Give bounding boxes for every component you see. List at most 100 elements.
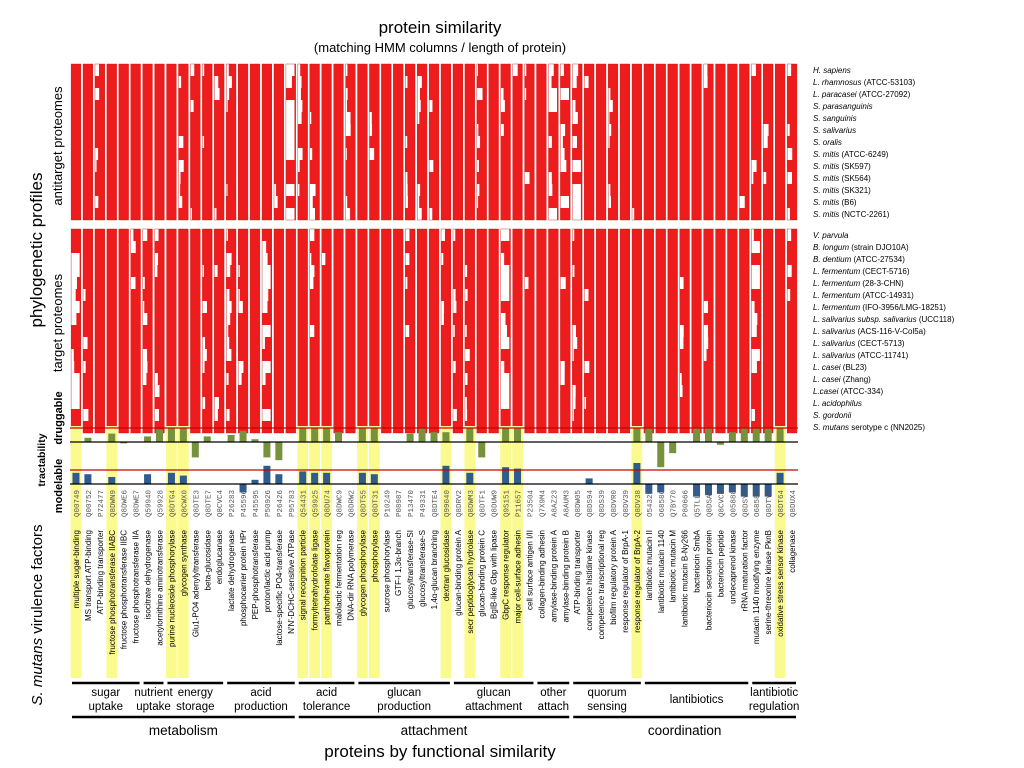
virulence-factor-label: multiple sugar-binding — [72, 530, 81, 608]
antitarget-cell-57-1 — [751, 76, 762, 88]
target-cell-43-13 — [584, 385, 595, 397]
target-cell-18-2 — [285, 253, 296, 265]
antitarget-organism-label: L. paracasei (ATCC-27092) — [813, 90, 911, 99]
target-cell-17-15 — [273, 409, 284, 421]
antitarget-cell-17-4 — [273, 112, 284, 124]
target-cell-54-10 — [715, 349, 726, 361]
target-cell-55-12 — [727, 373, 738, 385]
target-cell-58-0 — [763, 229, 774, 241]
antitarget-column-35 — [488, 63, 499, 221]
target-cell-7-7 — [154, 313, 165, 325]
target-cell-8-10 — [166, 349, 177, 361]
target-cell-31-0 — [444, 229, 451, 241]
druggable-bar-36 — [502, 428, 510, 442]
antitarget-cell-11-2 — [202, 88, 213, 100]
target-cell-38-1 — [524, 241, 535, 253]
target-organism-label: L. casei (Zhang) — [813, 375, 871, 384]
antitarget-cell-15-9 — [250, 172, 260, 184]
target-cell-29-1 — [417, 241, 427, 253]
antitarget-column-19 — [297, 63, 308, 221]
antitarget-cell-9-7 — [178, 148, 189, 160]
target-cell-32-11 — [455, 361, 463, 373]
target-cell-38-6 — [524, 301, 535, 313]
antitarget-cell-53-6 — [703, 136, 714, 148]
target-cell-0-4 — [76, 277, 81, 289]
target-cell-35-5 — [488, 289, 499, 301]
modelable-bar-17 — [275, 474, 283, 484]
antitarget-cell-12-7 — [214, 148, 225, 160]
target-cell-18-14 — [285, 397, 296, 409]
target-cell-47-12 — [632, 373, 642, 385]
antitarget-cell-1-1 — [83, 76, 93, 88]
virulence-factor-label: phosphorylase — [370, 529, 379, 582]
antitarget-cell-3-4 — [106, 112, 117, 124]
modelable-bar-43 — [585, 478, 593, 484]
antitarget-cell-48-7 — [643, 148, 654, 160]
antitarget-column-30 — [428, 63, 440, 221]
target-cell-49-9 — [655, 337, 666, 349]
target-cell-35-10 — [488, 349, 499, 361]
target-cell-40-13 — [548, 385, 559, 397]
antitarget-column-18 — [285, 63, 296, 221]
virulence-factor-label: lantibiotic mutacin M — [669, 530, 678, 603]
antitarget-cell-20-4 — [311, 112, 320, 124]
target-cell-47-3 — [632, 265, 642, 277]
antitarget-cell-45-7 — [608, 148, 618, 160]
antitarget-cell-42-9 — [572, 172, 583, 184]
target-cell-29-4 — [417, 277, 427, 289]
antitarget-cell-16-8 — [262, 160, 272, 172]
antitarget-cell-16-7 — [262, 148, 272, 160]
antitarget-cell-0-6 — [71, 136, 81, 148]
target-cell-33-2 — [464, 253, 475, 265]
target-cell-14-8 — [238, 325, 248, 337]
target-organism-label: L.casei (ATCC-334) — [813, 387, 883, 396]
organism-strain: (CECT-5716) — [860, 267, 910, 276]
target-cell-60-8 — [787, 325, 797, 337]
target-cell-28-7 — [405, 313, 415, 325]
accession-label: Q8DSY7 — [742, 490, 750, 517]
antitarget-cell-38-5 — [524, 124, 535, 136]
antitarget-cell-28-1 — [407, 76, 415, 88]
target-cell-45-0 — [608, 229, 618, 241]
antitarget-cell-42-3 — [575, 100, 583, 112]
target-cell-16-12 — [265, 373, 272, 385]
target-cell-55-7 — [727, 313, 738, 325]
target-cell-39-16 — [536, 421, 547, 433]
target-cell-46-2 — [620, 253, 630, 265]
antitarget-cell-28-9 — [407, 172, 415, 184]
antitarget-cell-19-9 — [297, 172, 308, 184]
antitarget-cell-27-10 — [393, 184, 404, 196]
antitarget-cell-54-6 — [715, 136, 726, 148]
target-column-16 — [261, 228, 272, 434]
target-cell-32-8 — [454, 325, 463, 337]
target-cell-9-9 — [178, 337, 189, 349]
antitarget-cell-34-0 — [478, 64, 487, 76]
organism-strain: (CECT-5713) — [855, 339, 905, 348]
antitarget-cell-29-8 — [417, 160, 427, 172]
antitarget-cell-32-3 — [453, 100, 463, 112]
target-cell-59-3 — [775, 265, 785, 277]
antitarget-cell-8-1 — [166, 76, 177, 88]
target-cell-31-12 — [441, 373, 451, 385]
antitarget-cell-11-12 — [202, 208, 213, 220]
modelable-bar-59 — [776, 472, 784, 484]
target-cell-6-4 — [144, 277, 153, 289]
accession-label: P95783 — [289, 490, 297, 518]
druggable-bar-6 — [144, 436, 152, 442]
target-cell-29-12 — [417, 373, 427, 385]
target-cell-48-16 — [643, 421, 654, 433]
organism-strain: (ACS-116-V-Col5a) — [855, 327, 926, 336]
virulence-factor-label: bacteriocin peptide — [716, 529, 725, 597]
antitarget-cell-53-4 — [703, 112, 714, 124]
target-cell-56-9 — [739, 337, 750, 349]
target-cell-29-13 — [417, 385, 427, 397]
antitarget-cell-1-10 — [83, 184, 93, 196]
antitarget-cell-4-1 — [118, 76, 129, 88]
target-cell-15-9 — [250, 337, 260, 349]
antitarget-column-51 — [679, 63, 690, 221]
antitarget-cell-49-12 — [655, 208, 666, 220]
target-cell-50-1 — [667, 241, 678, 253]
target-cell-19-0 — [297, 229, 308, 241]
organism-strain: (IFO-3956/LMG-18251) — [860, 303, 946, 312]
antitarget-cell-35-6 — [488, 136, 499, 148]
